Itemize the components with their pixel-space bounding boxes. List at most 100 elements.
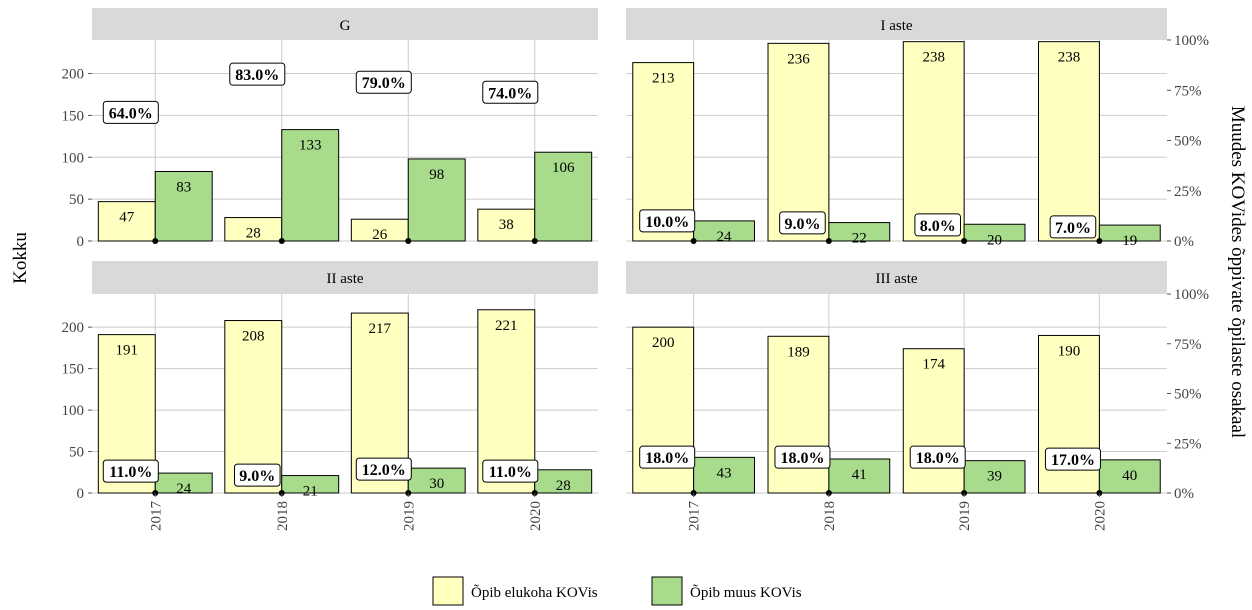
bar-series1 [97,201,156,242]
bar-value-label: 217 [369,321,392,337]
bar-value-label: 22 [852,231,867,247]
share-label: 12.0% [362,462,406,479]
bar-value-label: 26 [372,227,388,243]
y-right-tick-label: 0% [1174,486,1194,502]
bar-value-label: 24 [717,229,733,245]
bar-series2 [828,458,891,494]
y-right-tick-label: 50% [1174,387,1202,403]
x-tick-label: 2020 [528,501,544,531]
share-label-box [229,62,286,86]
y-left-tick-label: 0 [77,486,85,502]
bar-value-label: 28 [556,478,571,494]
legend: Õpib elukoha KOVis Õpib muus KOVis [432,576,802,606]
share-point [531,238,538,244]
share-label-box [482,80,539,104]
legend-swatch [651,576,683,606]
share-label: 9.0% [239,468,275,485]
bar-series1 [1038,41,1100,242]
share-label: 8.0% [920,218,956,235]
bar-series1 [902,41,965,242]
x-tick-label: 2020 [1092,501,1108,531]
share-label-box [355,457,412,481]
bar-series2 [1098,224,1161,242]
share-label: 74.0% [488,85,532,102]
bar-value-label: 106 [552,160,575,176]
bar-value-label: 43 [717,465,732,481]
bar-value-label: 40 [1122,468,1137,484]
share-label: 7.0% [1055,220,1091,237]
bar-value-label: 208 [242,329,265,345]
facet-panel: II aste 191 24 11.0% 208 21 9.0% 217 30 12.0% 221 2… [62,261,598,532]
y-axis-left-title: Kokku [10,232,31,284]
x-tick-label: 2018 [275,501,291,531]
bar-value-label: 98 [429,167,444,183]
share-label-box [102,100,159,124]
facet-strip [92,261,598,294]
y-right-tick-label: 100% [1174,33,1209,49]
bar-series2 [407,467,466,494]
bar-value-label: 238 [1058,50,1081,66]
share-label: 79.0% [362,75,406,92]
facet-title: I aste [880,18,912,34]
share-label-box [102,459,159,483]
bar-series2 [281,129,340,242]
facet-title: III aste [875,271,917,287]
bar-value-label: 19 [1122,233,1137,249]
bar-value-label: 213 [652,71,675,87]
bar-series2 [534,151,593,242]
share-label: 11.0% [489,464,532,481]
y-left-tick-label: 200 [62,67,85,83]
bar-value-label: 28 [246,226,261,242]
bar-value-label: 30 [429,476,444,492]
bar-value-label: 238 [922,50,945,66]
legend-item: Õpib elukoha KOVis [432,576,598,606]
x-tick-label: 2019 [401,501,417,531]
y-left-tick-label: 200 [62,320,85,336]
share-label: 10.0% [645,214,689,231]
bar-series2 [154,170,213,242]
y-right-tick-label: 50% [1174,134,1202,150]
facet-strip [626,261,1167,294]
share-label-box [639,209,696,233]
bar-value-label: 21 [303,484,318,500]
facet-title: G [340,18,351,34]
bar-series1 [477,208,536,242]
share-label-box [355,70,412,94]
x-tick-label: 2017 [687,501,703,532]
y-right-tick-label: 25% [1174,184,1202,200]
bar-value-label: 39 [987,469,1002,485]
share-label-box [1044,447,1101,471]
share-label-box [1049,215,1097,239]
share-label-box [914,213,961,237]
bar-series2 [1098,459,1161,494]
bar-value-label: 221 [495,318,518,334]
facet-panels: G 47 83 64.0% 28 133 83.0% 26 98 79.0% 38 106 74.0% 0… [62,8,1209,532]
share-label-box [639,445,696,469]
share-point [278,238,285,244]
x-tick-label: 2019 [957,501,973,531]
share-label: 17.0% [1051,452,1095,469]
share-label-box [774,445,831,469]
share-label: 18.0% [780,450,824,467]
x-tick-label: 2017 [148,501,164,532]
y-left-tick-label: 0 [77,234,85,250]
y-left-tick-label: 100 [62,150,85,166]
facet-strip [92,8,598,40]
bar-value-label: 133 [299,138,322,154]
bar-value-label: 191 [116,343,139,359]
share-point [961,238,968,244]
y-right-tick-label: 100% [1174,287,1209,303]
share-label: 11.0% [109,464,152,481]
y-left-tick-label: 150 [62,108,85,124]
share-label: 9.0% [784,216,820,233]
facet-panel: III aste 200 43 18.0% 189 41 18.0% 174 39 18.0% 19… [626,261,1209,531]
share-label: 83.0% [235,67,279,84]
bar-value-label: 236 [787,51,810,67]
legend-label: Õpib elukoha KOVis [471,584,598,601]
share-label: 64.0% [109,105,153,122]
bar-value-label: 47 [119,210,135,226]
bar-series1 [902,348,965,494]
bar-value-label: 189 [787,344,810,360]
legend-swatch [432,576,464,606]
